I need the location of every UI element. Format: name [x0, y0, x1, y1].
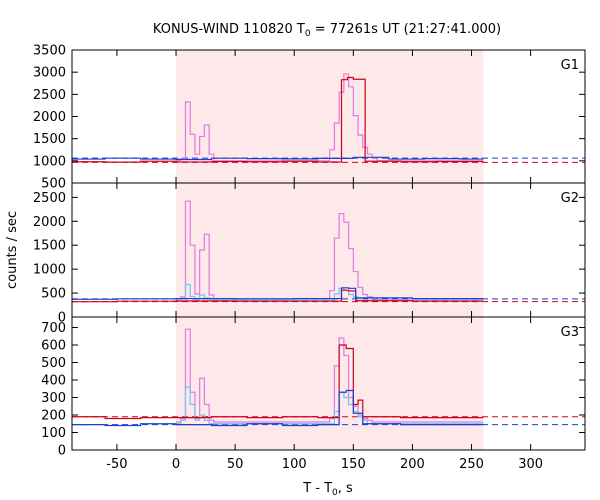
chart-title-prefix: KONUS-WIND 110820 T: [153, 22, 305, 37]
y-tick-label: 2000: [33, 215, 66, 230]
y-tick-label: 500: [41, 177, 66, 192]
y-tick-label: 2500: [33, 88, 66, 103]
series-blue: [72, 389, 484, 427]
series-pink: [176, 200, 484, 301]
panel-frame: [71, 316, 586, 451]
chart-title-subscript: 0: [305, 29, 311, 39]
y-tick-label: 1000: [33, 154, 66, 169]
x-tick-label: 150: [341, 457, 366, 472]
x-axis-label-prefix: T - T: [302, 481, 332, 496]
y-tick-label: 300: [41, 391, 66, 406]
chart-title: KONUS-WIND 110820 T0 = 77261s UT (21:27:…: [153, 22, 501, 39]
chart-title-suffix: = 77261s UT (21:27:41.000): [311, 22, 501, 37]
y-tick-label: 1000: [33, 263, 66, 278]
y-tick-label: 700: [41, 321, 66, 336]
series-blue: [72, 287, 484, 300]
series-red: [72, 289, 484, 303]
series-light_blue: [176, 386, 484, 425]
y-tick-label: 1500: [33, 132, 66, 147]
y-tick-label: 500: [41, 287, 66, 302]
y-tick-label: 2000: [33, 110, 66, 125]
y-tick-label: 2500: [33, 191, 66, 206]
x-axis-label-suffix: , s: [338, 481, 353, 496]
y-tick-label: 400: [41, 374, 66, 389]
series-red: [72, 344, 484, 420]
panel-label: G3: [561, 325, 579, 340]
y-tick-label: 1500: [33, 239, 66, 254]
y-tick-label: 600: [41, 339, 66, 354]
shaded-interval: [176, 50, 484, 183]
series-red: [72, 76, 484, 163]
series-pink: [176, 328, 484, 423]
y-tick-label: 3000: [33, 66, 66, 81]
y-tick-label: 0: [58, 444, 66, 459]
shaded-interval: [176, 317, 484, 450]
panel-g3: 0 100 200 300 400 500 600 700 G3: [41, 316, 586, 459]
y-tick-label: 200: [41, 409, 66, 424]
y-tick-label: 500: [41, 356, 66, 371]
y-tick-label: 100: [41, 426, 66, 441]
plot-area: [72, 200, 585, 303]
x-tick-label: 50: [227, 457, 244, 472]
panel-g2: 0 500 1000 1500 2000 2500 G2: [33, 182, 586, 326]
series-blue: [72, 156, 484, 161]
x-tick-label: 200: [400, 457, 425, 472]
panel-label: G1: [561, 58, 579, 73]
y-tick-label: 0: [58, 311, 66, 326]
panel-label: G2: [561, 191, 579, 206]
x-tick-label: 250: [459, 457, 484, 472]
x-tick-label: 0: [172, 457, 180, 472]
plot-area: [72, 328, 585, 427]
y-tick-label: 3500: [33, 44, 66, 59]
x-axis-label: T - T0, s: [302, 481, 353, 498]
x-tick-label: 100: [282, 457, 307, 472]
x-tick-label: 300: [518, 457, 543, 472]
x-axis-label-subscript: 0: [332, 488, 338, 498]
x-tick-label: -50: [106, 457, 127, 472]
panel-g1: 500 1000 1500 2000 2500 3000 3500 G1: [33, 44, 586, 192]
panels-group: 500100015002000250030003500G105001000150…: [33, 44, 586, 472]
y-axis-label: counts / sec: [5, 211, 20, 289]
plot-area: [72, 73, 585, 163]
